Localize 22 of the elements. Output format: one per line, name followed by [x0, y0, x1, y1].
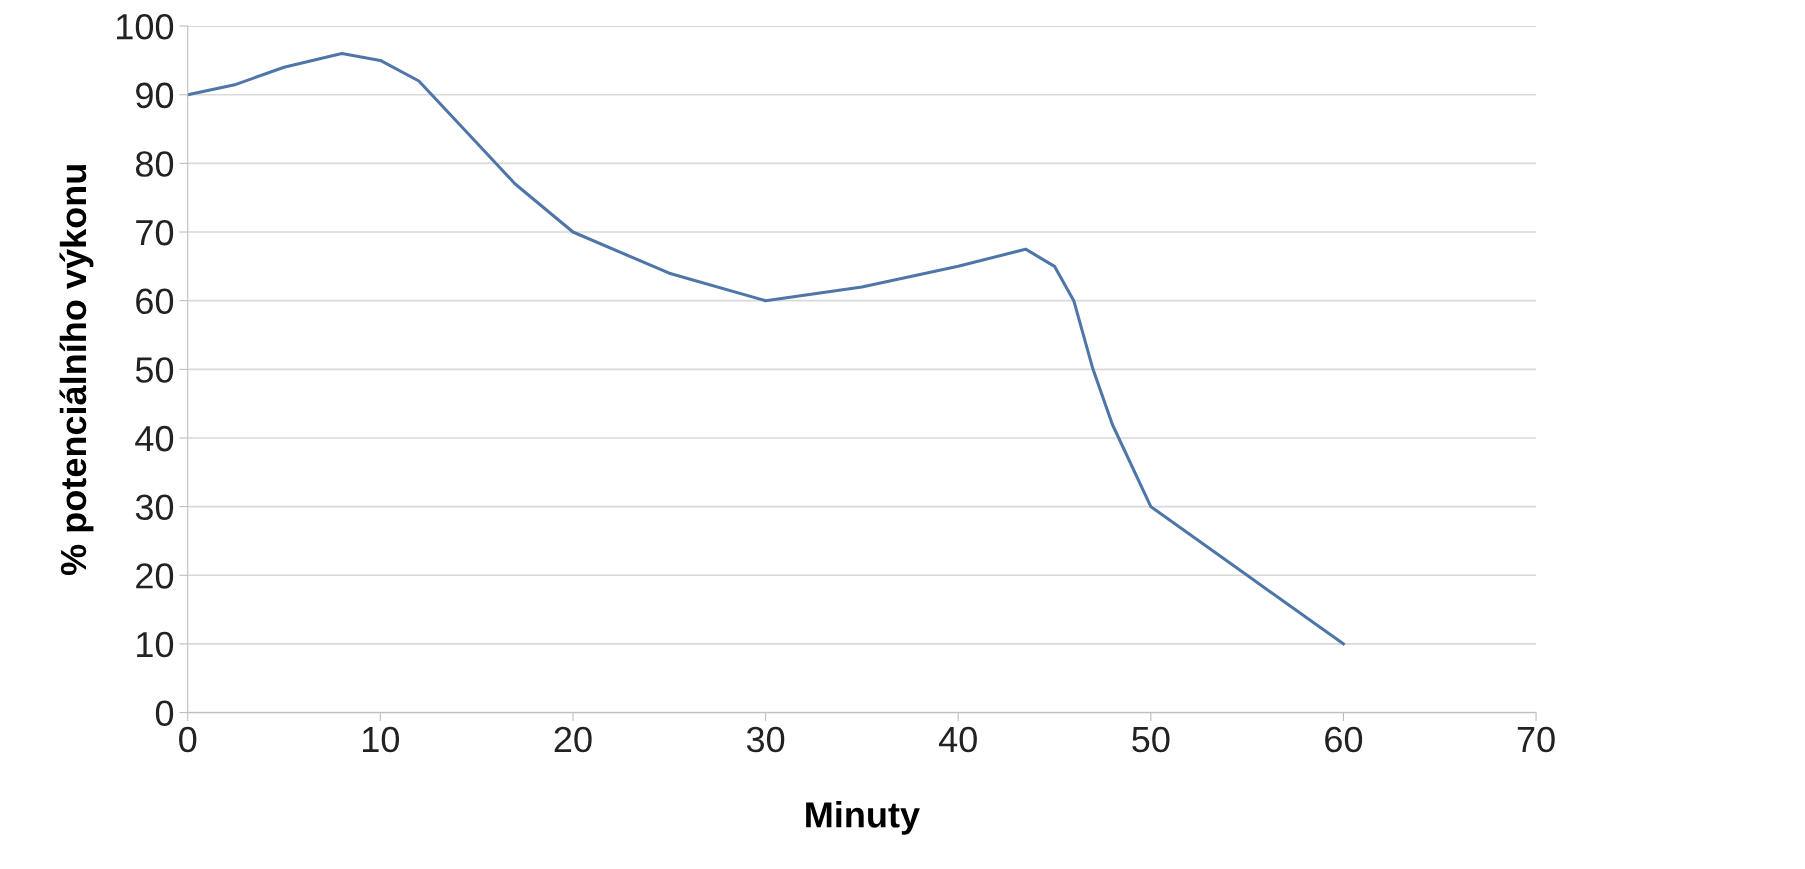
y-tick-label: 80 — [135, 151, 174, 177]
x-tick-label: 50 — [1132, 726, 1170, 753]
y-tick-label: 60 — [136, 288, 174, 315]
y-tick-label: 20 — [136, 563, 174, 589]
x-tick-label: 60 — [1325, 726, 1363, 753]
y-tick-label: 40 — [135, 425, 174, 452]
x-tick-label: 10 — [363, 726, 400, 753]
y-tick-label: 30 — [135, 494, 174, 521]
y-tick-label: 100 — [117, 13, 174, 40]
x-tick-label: 20 — [554, 726, 592, 753]
y-tick-label: 90 — [136, 82, 174, 109]
y-tick-label: 70 — [136, 219, 174, 246]
x-tick-label: 70 — [1517, 726, 1555, 753]
y-tick-label: 0 — [155, 700, 174, 727]
x-axis-title: Minuty — [806, 801, 920, 835]
y-tick-label: 10 — [137, 631, 174, 658]
line-series — [187, 52, 1345, 646]
x-tick-label: 40 — [938, 726, 977, 753]
x-tick-label: 30 — [746, 726, 785, 753]
y-axis-title: % potenciálního výkonu — [59, 165, 94, 576]
x-tick-label: 0 — [179, 726, 197, 753]
y-tick-label: 50 — [135, 357, 174, 383]
